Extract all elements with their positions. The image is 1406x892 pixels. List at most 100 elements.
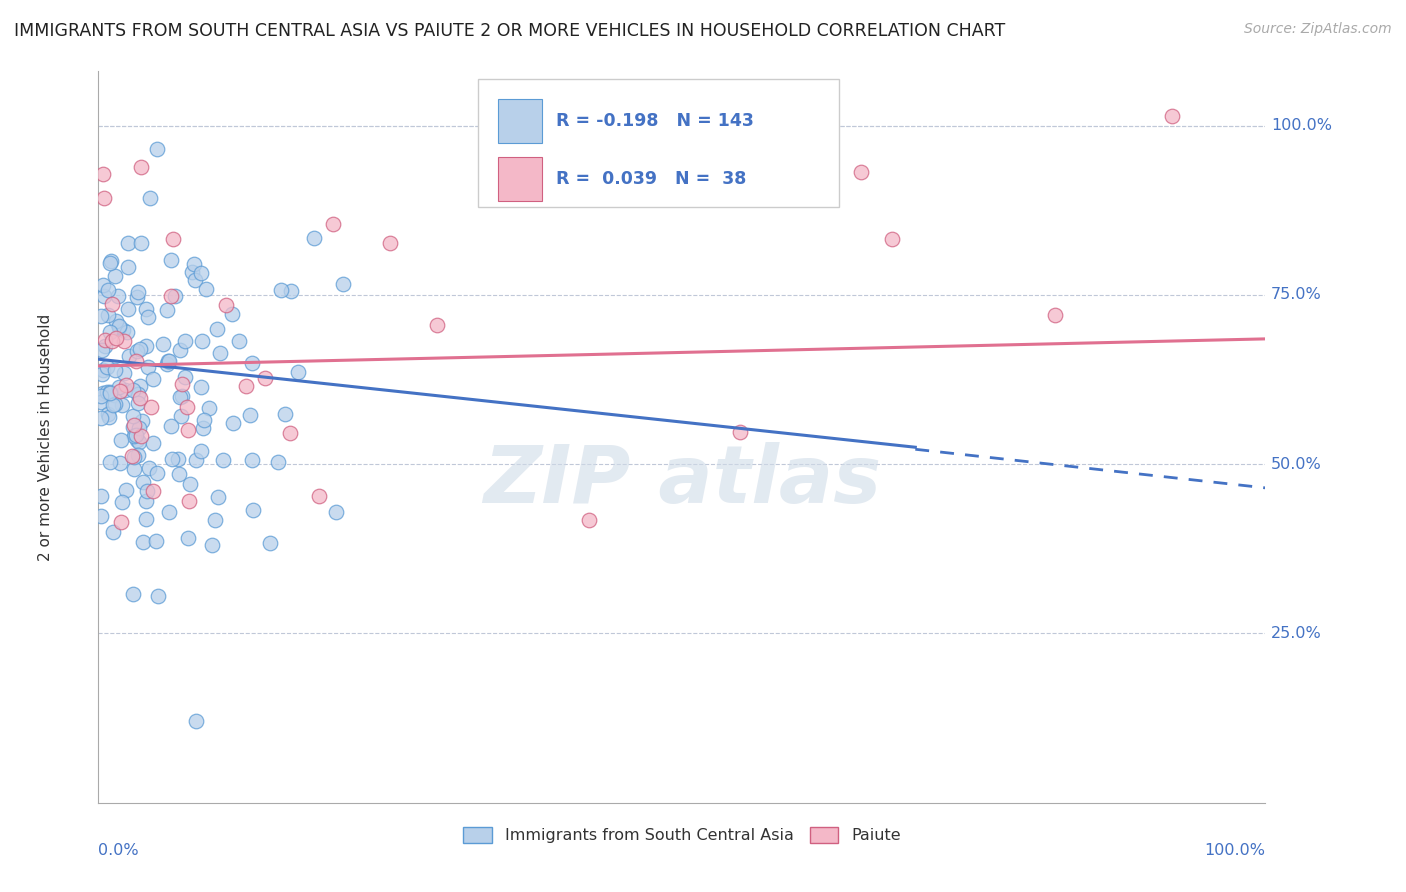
Point: [101, 399, 124, 413]
Point: [156, 357, 179, 371]
Point: [308, 489, 330, 503]
Point: [127, 396, 149, 410]
Point: [142, 435, 165, 450]
Point: [160, 289, 183, 303]
Point: [215, 297, 238, 311]
Point: [122, 450, 145, 465]
Point: [259, 536, 281, 550]
Point: [169, 343, 191, 357]
Point: [107, 289, 129, 303]
Point: [177, 494, 200, 508]
Point: [125, 428, 148, 442]
Point: [208, 346, 231, 360]
Point: [170, 389, 193, 403]
Point: [129, 160, 152, 174]
Point: [193, 413, 215, 427]
Point: [98, 255, 121, 269]
Point: [131, 414, 153, 428]
Point: [207, 490, 229, 504]
Point: [222, 416, 245, 430]
Point: [125, 433, 148, 447]
Point: [132, 475, 155, 490]
Point: [378, 235, 401, 250]
Point: [191, 421, 214, 435]
Point: [135, 339, 157, 353]
Point: [90, 489, 112, 503]
Point: [129, 379, 152, 393]
Point: [104, 269, 127, 284]
Point: [146, 466, 169, 480]
Point: [127, 285, 149, 299]
Point: [191, 334, 214, 349]
Point: [122, 417, 145, 432]
Point: [104, 313, 127, 327]
Point: [198, 401, 221, 415]
Point: [135, 512, 157, 526]
Point: [122, 462, 145, 476]
Point: [108, 320, 131, 334]
Point: [91, 385, 114, 400]
Point: [129, 429, 152, 443]
Text: IMMIGRANTS FROM SOUTH CENTRAL ASIA VS PAIUTE 2 OR MORE VEHICLES IN HOUSEHOLD COR: IMMIGRANTS FROM SOUTH CENTRAL ASIA VS PA…: [14, 22, 1005, 40]
Point: [127, 290, 149, 304]
Point: [101, 524, 124, 539]
Point: [112, 366, 135, 380]
Point: [849, 165, 872, 179]
Point: [157, 354, 180, 368]
Point: [127, 386, 149, 401]
Point: [111, 398, 134, 412]
Point: [160, 451, 183, 466]
Point: [242, 356, 264, 370]
Point: [240, 453, 263, 467]
Point: [142, 483, 165, 498]
Point: [90, 410, 112, 425]
Point: [138, 191, 160, 205]
Point: [169, 390, 191, 404]
Point: [96, 359, 118, 374]
Point: [111, 495, 134, 509]
Point: [122, 429, 145, 443]
Point: [302, 231, 325, 245]
Point: [146, 142, 169, 156]
Point: [157, 505, 180, 519]
Point: [148, 589, 170, 603]
Point: [139, 401, 162, 415]
Point: [129, 235, 152, 250]
Point: [138, 310, 160, 325]
Text: R = -0.198   N = 143: R = -0.198 N = 143: [555, 112, 754, 130]
Point: [280, 426, 302, 441]
Text: R =  0.039   N =  38: R = 0.039 N = 38: [555, 169, 747, 188]
Point: [880, 232, 903, 246]
Point: [125, 343, 148, 358]
Point: [135, 494, 157, 508]
Point: [115, 483, 138, 497]
Point: [121, 383, 143, 397]
Point: [204, 513, 226, 527]
Point: [128, 391, 150, 405]
Text: 25.0%: 25.0%: [1271, 626, 1322, 641]
Point: [121, 420, 143, 434]
Point: [108, 379, 131, 393]
Point: [91, 363, 114, 377]
Point: [90, 389, 112, 403]
Point: [1161, 109, 1184, 123]
Text: 100.0%: 100.0%: [1205, 843, 1265, 858]
Point: [91, 277, 114, 292]
Point: [122, 409, 145, 423]
Point: [287, 365, 309, 379]
Point: [101, 297, 124, 311]
Point: [325, 505, 347, 519]
Point: [97, 410, 120, 425]
Point: [128, 435, 150, 450]
Point: [163, 289, 186, 303]
Point: [117, 260, 139, 274]
Point: [97, 408, 120, 422]
Point: [132, 535, 155, 549]
Point: [98, 455, 121, 469]
Point: [111, 323, 134, 337]
FancyBboxPatch shape: [498, 99, 541, 143]
Point: [98, 325, 121, 339]
Point: [174, 370, 197, 384]
Point: [91, 167, 114, 181]
Point: [177, 423, 200, 437]
